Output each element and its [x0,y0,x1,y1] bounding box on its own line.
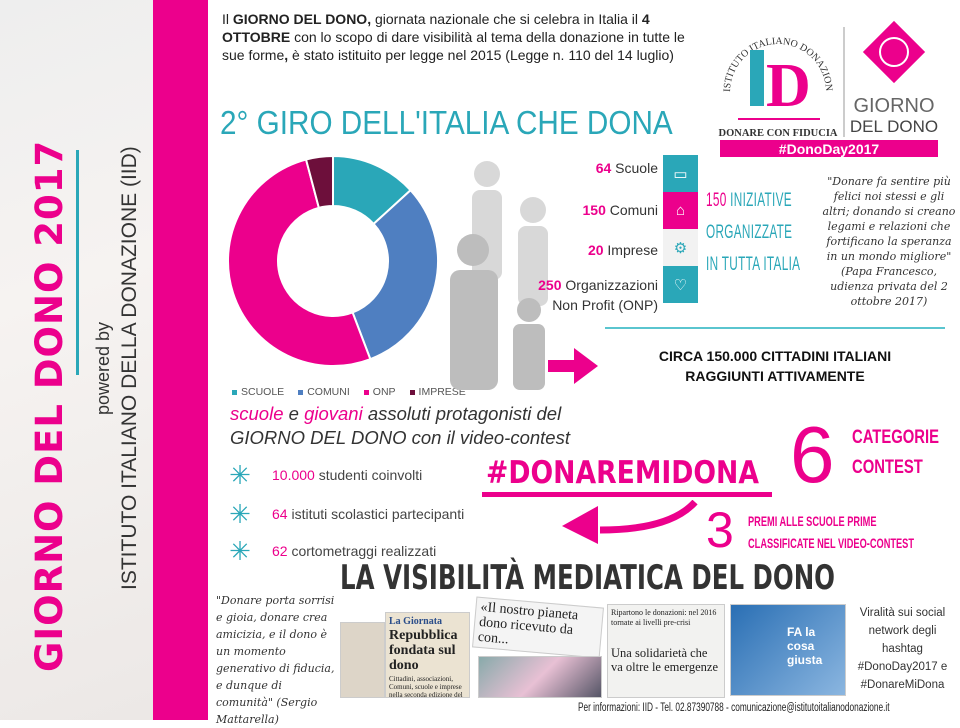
social-virality: Viralità sui social network degli hashta… [857,607,948,691]
logo-giorno: GIORNO [853,95,934,117]
schools-heading: scuole e giovani assoluti protagonisti d… [230,403,570,448]
vertical-title: GIORNO DEL DONO 2017 [28,139,71,672]
people-icon [450,161,548,390]
stat-item: ✳ 10.000 studenti coinvolti [229,460,423,490]
logo-tagline: DONARE CON FIDUCIA [718,128,837,139]
legend-swatch [298,389,304,395]
press-clip-giornata: La Giornata Repubblica fondata sul dono Ci… [385,612,470,698]
iniziative-text: 150 INIZIATIVE ORGANIZZATE IN TUTTA ITALIA [706,190,801,275]
gears-icon: ⚙ [663,229,698,266]
donut-slice-comuni [351,188,439,361]
legend-swatch [363,389,369,395]
divider [76,150,79,375]
categories-contest: CATEGORIE CONTEST [852,427,940,478]
category-icons: ▭ ⌂ ⚙ ♡ [663,155,698,303]
category-imprese: 20 Imprese [587,242,658,258]
donut-slice-imprese [304,155,334,210]
chart-legend: SCUOLE COMUNI ONP IMPRESE [232,386,466,398]
category-onp: 250 Organizzazioni Non Profit (ONP) [538,277,658,313]
arrow-right-icon [548,348,598,384]
category-comuni: 150 Comuni [582,202,659,218]
donut-slice-onp [227,158,372,367]
asterisk-icon: ✳ [229,536,251,566]
three-number: 3 [706,502,734,558]
powered-by: powered by [93,321,113,415]
logo-hashtag: #DonoDay2017 [779,141,880,157]
underline [482,492,772,497]
giro-title: 2° GIRO DELL'ITALIA CHE DONA [220,104,673,141]
divider [605,327,945,329]
press-clip-pianeta: «Il nostro pianeta dono ricevuto da con.… [472,596,604,659]
legend-item: IMPRESE [409,386,466,398]
citizens-reached: CIRCA 150.000 CITTADINI ITALIANI RAGGIUNT… [658,348,892,384]
building-icon: ⌂ [663,192,698,229]
heart-icon: ♡ [663,266,698,303]
six-number: 6 [790,410,835,499]
category-scuole: 64 Scuole [595,160,658,176]
pink-band [153,0,208,720]
contest-hashtag: #DONAREMIDONA [486,455,760,491]
legend-swatch [232,389,237,395]
mattarella-quote: "Donare porta sorrisi e gioia, donare cr… [216,594,335,726]
tv-clip [478,656,602,698]
intro-text: Il GIORNO DEL DONO, giornata nazionale c… [222,11,685,63]
stat-item: ✳ 62 cortometraggi realizzati [229,536,437,566]
legend-swatch [409,389,415,395]
donut-chart [227,155,439,367]
asterisk-icon: ✳ [229,460,251,490]
prizes-text: PREMI ALLE SCUOLE PRIME CLASSIFICATE NEL … [748,513,914,551]
asterisk-icon: ✳ [229,499,251,529]
footer-contact: Per informazioni: IID - Tel. 02.87390788… [578,702,890,714]
logo-d: D [766,52,811,120]
legend-item: SCUOLE [232,386,284,398]
logo-block: ISTITUTO ITALIANO DONAZIONE D DONARE CON… [705,4,948,157]
stat-item: ✳ 64 istituti scolastici partecipanti [229,499,465,529]
legend-item: ONP [363,386,396,398]
logo-del-dono: DEL DONO [850,117,938,136]
institute-name: ISTITUTO ITALIANO DELLA DONAZIONE (IID) [118,146,141,590]
pope-quote: "Donare fa sentire più felici noi stessi… [822,175,956,308]
visibility-title: LA VISIBILITÀ MEDIATICA DEL DONO [340,558,835,598]
curved-arrow-icon [562,500,698,544]
press-clip-solidarieta: Ripartono le donazioni: nel 2016 tornate… [607,604,725,698]
tv-clip-fa-la-cosa-giusta: FA la cosa giusta [730,604,846,696]
book-icon: ▭ [663,155,698,192]
press-clip-photo [340,622,385,698]
legend-item: COMUNI [298,386,350,398]
